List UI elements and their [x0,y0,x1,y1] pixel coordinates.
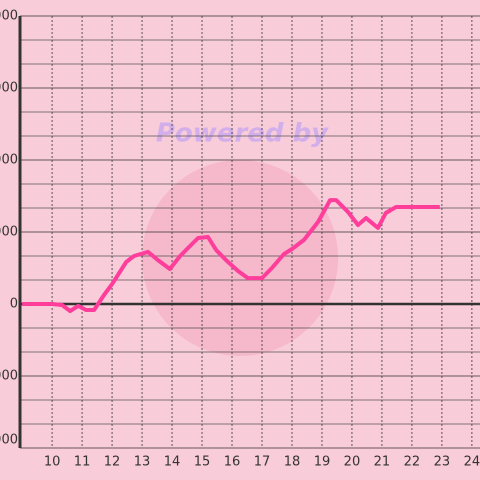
x-tick-label: 15 [194,455,211,470]
y-tick-label: -6,000 [0,433,18,448]
x-tick-label: 10 [44,455,61,470]
x-tick-label: 18 [284,455,301,470]
line [22,198,440,313]
x-tick-label: 11 [74,455,91,470]
x-tick-label: 24 [464,455,480,470]
x-tick-label: 21 [374,455,391,470]
x-tick-label: 16 [224,455,241,470]
x-tick-label: 19 [314,455,331,470]
x-tick-label: 14 [164,455,181,470]
y-tick-label: 6,000 [0,153,18,168]
watermark-image [142,160,338,356]
y-tick-label: 12,000 [0,9,18,24]
watermark: Powered by [156,119,329,149]
x-tick-label: 20 [344,455,361,470]
x-tick-label: 23 [434,455,451,470]
y-tick-label: -3,000 [0,369,18,384]
y-tick-label: 0 [10,297,18,312]
x-tick-label: 13 [134,455,151,470]
x-tick-label: 12 [104,455,121,470]
x-tick-label: 22 [404,455,421,470]
y-tick-label: 3,000 [0,225,18,240]
y-tick-label: 9,000 [0,81,18,96]
x-tick-label: 17 [254,455,271,470]
